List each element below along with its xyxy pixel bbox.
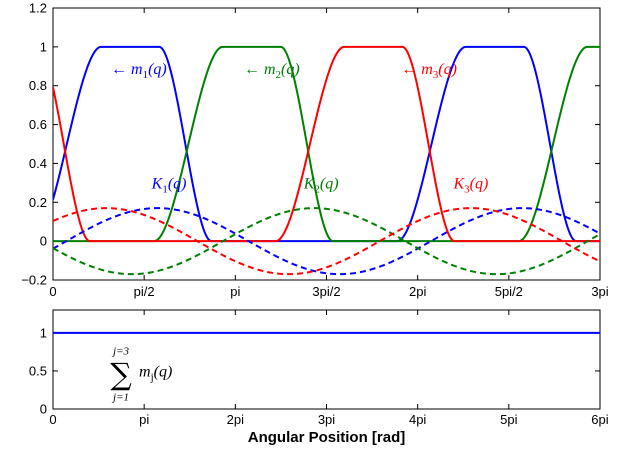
curve-label-m2: ← m2(q) <box>244 61 300 81</box>
label-subscript: 3 <box>464 184 470 196</box>
top-x-tick-label: 3pi <box>591 284 608 299</box>
label-subscript: 2 <box>276 69 282 81</box>
label-symbol: m <box>264 61 276 78</box>
curve-label-m3: ← m3(q) <box>401 61 457 81</box>
sum-term: mj(q) <box>139 364 172 384</box>
series-line-k3q <box>53 207 600 276</box>
label-arrow: ← <box>111 61 131 78</box>
curve-label-k1: K1(q) <box>151 176 187 196</box>
label-subscript: 2 <box>314 184 320 196</box>
bottom-x-tick-label: 4pi <box>409 412 426 427</box>
bottom-y-tick-label: 1 <box>40 325 47 340</box>
label-argument: (q) <box>320 176 339 193</box>
label-symbol: K <box>303 176 316 193</box>
curve-label-k2: K2(q) <box>303 176 339 196</box>
sum-upper-limit: j=3 <box>111 346 129 358</box>
top-x-tick-label: pi/2 <box>134 284 155 299</box>
label-argument: (q) <box>281 61 300 78</box>
x-axis-label: Angular Position [rad] <box>248 429 406 446</box>
top-x-tick-label: 2pi <box>409 284 426 299</box>
label-subscript: 1 <box>162 184 168 196</box>
bottom-x-tick-label: 2pi <box>227 412 244 427</box>
label-arrow: ← <box>401 61 421 78</box>
sum-term-symbol: m <box>139 364 151 381</box>
curve-label-m1: ← m1(q) <box>111 61 167 81</box>
bottom-x-tick-label: 0 <box>49 412 56 427</box>
label-argument: (q) <box>438 61 457 78</box>
top-y-tick-label: 1.2 <box>29 1 47 16</box>
top-plot: 0 pi/2 pi 3pi/2 2pi 5pi/2 3pi−0.200.20.40.60.8… <box>21 1 608 300</box>
top-plot-frame <box>52 7 601 281</box>
bottom-x-tick-label: 5pi <box>500 412 517 427</box>
label-subscript: 1 <box>143 69 149 81</box>
label-symbol: K <box>151 176 164 193</box>
bottom-x-tick-label: 3pi <box>318 412 335 427</box>
series-line-m3q <box>53 45 600 243</box>
top-x-tick-label: pi <box>230 284 240 299</box>
top-y-tick-label: 0.8 <box>29 78 47 93</box>
top-x-tick-label: 5pi/2 <box>495 284 523 299</box>
top-y-tick-label: 0 <box>40 234 47 249</box>
label-argument: (q) <box>168 176 187 193</box>
bottom-y-tick-label: 0.5 <box>29 363 47 378</box>
bottom-y-tick-label: 0 <box>40 402 47 417</box>
bottom-x-tick-label: 6pi <box>591 412 608 427</box>
top-x-tick-label: 0 <box>49 284 56 299</box>
series-line-k1q <box>53 207 600 276</box>
sum-term-argument: (q) <box>154 364 173 381</box>
label-arrow: ← <box>244 61 264 78</box>
top-y-tick-label: 0.2 <box>29 195 47 210</box>
top-x-tick-label: 3pi/2 <box>312 284 340 299</box>
bottom-plot: 0 pi 2pi 3pi 4pi 5pi 6pi 0 0.5 1 j=3∑j=1 mj(q) <box>29 309 609 427</box>
top-y-tick-label: 1 <box>40 39 47 54</box>
series-line-m1q <box>53 45 600 243</box>
label-subscript: 3 <box>433 69 439 81</box>
sum-lower-limit: j=1 <box>111 392 129 404</box>
bottom-plot-frame <box>52 309 601 410</box>
sum-term-subscript: j <box>150 372 154 384</box>
label-symbol: m <box>131 61 143 78</box>
label-argument: (q) <box>470 176 489 193</box>
label-symbol: m <box>421 61 433 78</box>
sum-sign: ∑ <box>110 358 132 393</box>
top-y-tick-label: 0.6 <box>29 117 47 132</box>
series-line-k2q <box>53 207 600 276</box>
bottom-x-tick-label: pi <box>139 412 149 427</box>
curve-label-k3: K3(q) <box>452 176 488 196</box>
top-y-tick-label: 0.4 <box>29 156 47 171</box>
top-y-tick-label: −0.2 <box>21 273 47 288</box>
label-symbol: K <box>452 176 465 193</box>
label-argument: (q) <box>148 61 167 78</box>
